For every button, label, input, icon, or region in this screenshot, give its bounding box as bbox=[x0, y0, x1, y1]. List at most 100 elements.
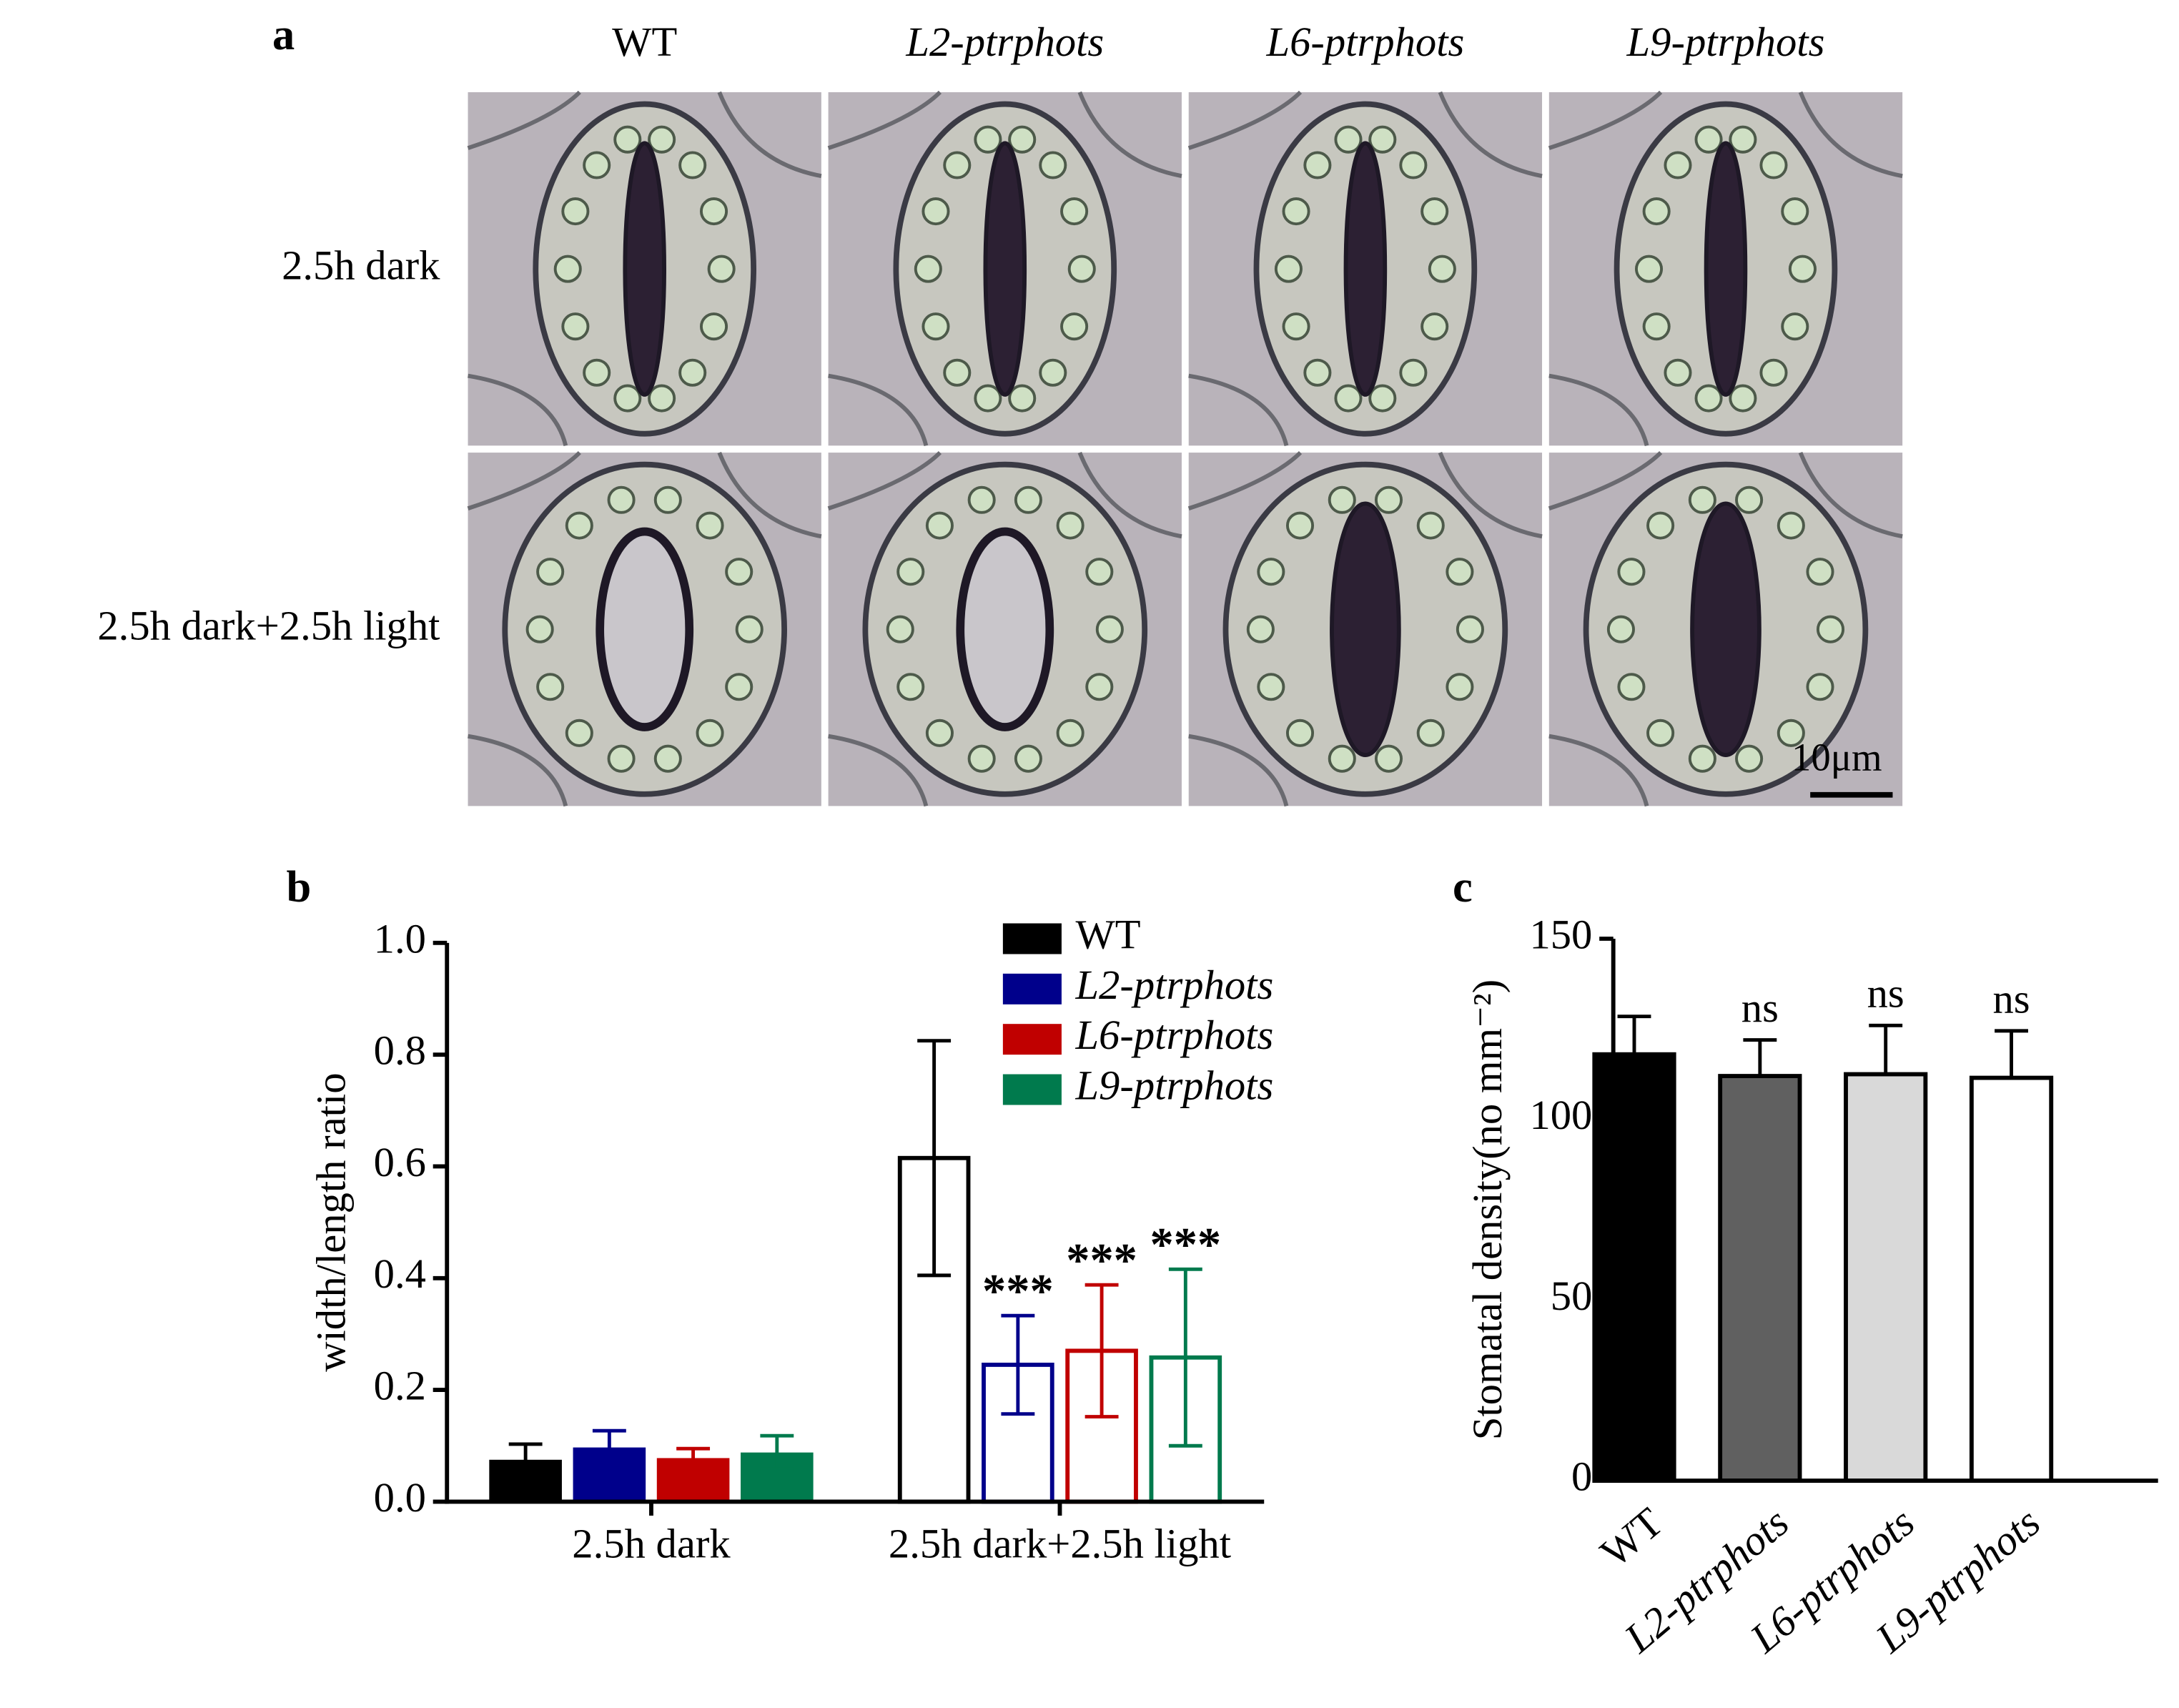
chloroplast bbox=[648, 384, 676, 413]
chloroplast bbox=[1642, 312, 1671, 341]
chloroplast bbox=[1274, 255, 1303, 283]
chloroplast bbox=[974, 384, 1002, 413]
pore bbox=[1343, 141, 1388, 397]
chloroplast bbox=[1781, 312, 1809, 341]
chloroplast bbox=[1788, 255, 1817, 283]
chloroplast bbox=[896, 673, 925, 701]
chloroplast bbox=[1334, 384, 1363, 413]
chloroplast bbox=[1694, 125, 1723, 154]
chloroplast bbox=[1014, 744, 1042, 773]
pore bbox=[623, 141, 666, 397]
chloroplast bbox=[699, 197, 728, 226]
chloroplast bbox=[1282, 197, 1310, 226]
chloroplast bbox=[1374, 485, 1403, 514]
chloroplast bbox=[896, 558, 925, 586]
chloroplast bbox=[583, 151, 611, 179]
cell-wall bbox=[1548, 450, 1903, 807]
chloroplast bbox=[1428, 255, 1456, 283]
y-tick-label: 50 bbox=[1551, 1273, 1593, 1319]
chloroplast bbox=[613, 125, 642, 154]
chloroplast bbox=[735, 615, 764, 643]
y-tick-label: 150 bbox=[1529, 911, 1592, 957]
chloroplast bbox=[1606, 615, 1635, 643]
chloroplast bbox=[1777, 511, 1805, 540]
y-tick-label: 1.0 bbox=[374, 915, 426, 962]
chloroplast bbox=[1617, 558, 1646, 586]
chloroplast bbox=[1694, 384, 1723, 413]
chloroplast bbox=[607, 744, 636, 773]
chloroplast bbox=[1257, 673, 1285, 701]
pore bbox=[983, 141, 1027, 397]
chloroplast bbox=[1060, 312, 1089, 341]
bar bbox=[1592, 1052, 1676, 1484]
chloroplast bbox=[653, 744, 682, 773]
chloroplast bbox=[1806, 558, 1834, 586]
chloroplast bbox=[1285, 511, 1315, 540]
cell-wall bbox=[827, 450, 1182, 807]
cell-wall bbox=[1548, 90, 1903, 447]
chloroplast bbox=[1646, 719, 1675, 747]
row-label: 2.5h dark bbox=[282, 242, 440, 289]
chloroplast bbox=[696, 719, 724, 747]
column-label: WT bbox=[612, 19, 677, 65]
chloroplast bbox=[1067, 255, 1096, 283]
chloroplast bbox=[1056, 511, 1084, 540]
column-label: L6-ptrphots bbox=[1265, 19, 1464, 65]
column-label: L2-ptrphots bbox=[905, 19, 1104, 65]
scale-bar-label: 10μm bbox=[1792, 735, 1882, 779]
panel-label: c bbox=[1453, 862, 1473, 912]
chloroplast bbox=[1095, 615, 1124, 643]
chloroplast bbox=[1416, 719, 1445, 747]
chloroplast bbox=[1446, 558, 1474, 586]
chloroplast bbox=[1039, 358, 1067, 387]
chloroplast bbox=[1303, 358, 1332, 387]
chloroplast bbox=[1664, 151, 1692, 179]
significance: ns bbox=[1741, 984, 1779, 1031]
chloroplast bbox=[725, 558, 753, 586]
chloroplast bbox=[1420, 312, 1449, 341]
pore bbox=[956, 527, 1054, 731]
chloroplast bbox=[921, 312, 950, 341]
chloroplast bbox=[1368, 384, 1397, 413]
significance: *** bbox=[1066, 1235, 1137, 1287]
chloroplast bbox=[1634, 255, 1664, 283]
chloroplast bbox=[921, 197, 950, 226]
chloroplast bbox=[525, 615, 554, 643]
x-tick-label: 2.5h dark bbox=[572, 1520, 731, 1566]
legend-swatch bbox=[1002, 923, 1062, 954]
chloroplast bbox=[1008, 125, 1037, 154]
chloroplast bbox=[943, 151, 972, 179]
y-tick-label: 0.6 bbox=[374, 1139, 426, 1185]
significance: *** bbox=[982, 1265, 1054, 1318]
chloroplast bbox=[583, 358, 611, 387]
cell-wall bbox=[467, 450, 822, 807]
chloroplast bbox=[1368, 125, 1397, 154]
chloroplast bbox=[565, 511, 593, 540]
chloroplast bbox=[1014, 485, 1042, 514]
chloroplast bbox=[648, 125, 676, 154]
legend-swatch bbox=[1002, 973, 1062, 1004]
chloroplast bbox=[1456, 615, 1484, 643]
cell-wall bbox=[1187, 90, 1543, 447]
significance: ns bbox=[1992, 975, 2030, 1022]
chloroplast bbox=[1060, 197, 1089, 226]
chloroplast bbox=[1039, 151, 1067, 179]
significance: *** bbox=[1150, 1219, 1222, 1271]
chloroplast bbox=[967, 744, 996, 773]
chloroplast bbox=[696, 511, 724, 540]
panel-label: b bbox=[287, 862, 312, 912]
cell-wall bbox=[827, 90, 1182, 447]
chloroplast bbox=[707, 255, 736, 283]
chloroplast bbox=[1729, 384, 1757, 413]
chloroplast bbox=[967, 485, 996, 514]
chloroplast bbox=[974, 125, 1002, 154]
bar bbox=[1718, 1074, 1802, 1484]
chloroplast bbox=[1664, 358, 1692, 387]
chloroplast bbox=[725, 673, 753, 701]
chloroplast bbox=[1420, 197, 1449, 226]
chloroplast bbox=[1303, 151, 1332, 179]
chloroplast bbox=[1642, 197, 1671, 226]
chloroplast bbox=[565, 719, 593, 747]
y-tick-label: 0.4 bbox=[374, 1250, 426, 1297]
y-tick-label: 0.8 bbox=[374, 1027, 426, 1074]
